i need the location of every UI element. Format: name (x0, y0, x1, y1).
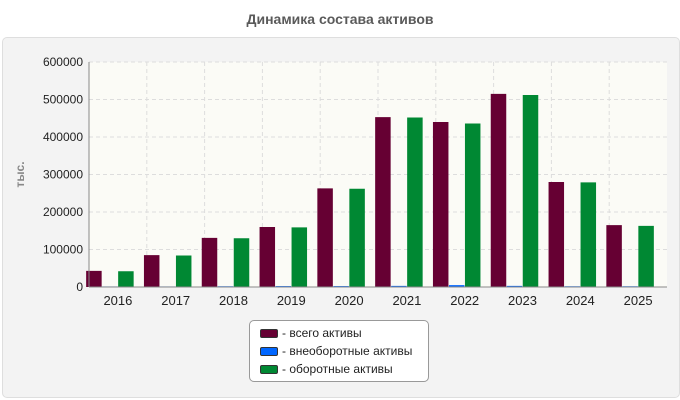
legend-label-noncurrent: - внеоборотные активы (282, 344, 413, 358)
y-tick-label: 600000 (43, 55, 83, 69)
bar-total (432, 122, 449, 287)
legend-label-total: - всего активы (282, 326, 362, 340)
bar-current (638, 225, 654, 287)
chart-legend: - всего активы - внеоборотные активы - о… (249, 320, 429, 382)
y-tick-label: 100000 (43, 243, 83, 257)
legend-swatch-current (260, 364, 278, 374)
chart-title: Динамика состава активов (246, 11, 434, 27)
x-tick-label: 2025 (624, 293, 653, 308)
x-tick-label: 2016 (103, 293, 132, 308)
y-tick-label: 200000 (43, 205, 83, 219)
x-tick-label: 2023 (508, 293, 537, 308)
bar-total (259, 227, 276, 287)
x-tick-label: 2021 (392, 293, 421, 308)
bar-current (407, 117, 423, 287)
y-tick-label: 500000 (43, 93, 83, 107)
bar-total (201, 237, 218, 287)
legend-item-current: - оборотные активы (260, 360, 393, 378)
bar-current (118, 271, 134, 287)
bar-current (580, 182, 597, 287)
bar-total (375, 117, 391, 287)
bar-noncurrent (391, 285, 407, 287)
bar-current (349, 188, 365, 287)
legend-swatch-noncurrent (260, 346, 278, 356)
legend-label-current: - оборотные активы (282, 362, 393, 376)
bar-current (291, 227, 308, 287)
bar-noncurrent (506, 285, 523, 287)
bar-current (233, 238, 250, 287)
bar-total (490, 93, 507, 287)
bar-current (175, 255, 192, 287)
legend-item-total: - всего активы (260, 324, 362, 342)
bar-total (86, 270, 102, 287)
bar-current (464, 123, 481, 287)
bar-total (143, 255, 160, 287)
x-tick-label: 2017 (161, 293, 190, 308)
x-tick-label: 2019 (277, 293, 306, 308)
bar-total (548, 182, 565, 287)
x-tick-label: 2024 (566, 293, 595, 308)
bar-total (606, 225, 622, 287)
legend-swatch-total (260, 328, 278, 338)
legend-item-noncurrent: - внеоборотные активы (260, 342, 412, 360)
y-tick-label: 0 (76, 280, 83, 294)
bar-current (522, 95, 539, 287)
bar-noncurrent (448, 285, 465, 287)
y-tick-label: 400000 (43, 130, 83, 144)
bar-total (317, 188, 333, 287)
x-tick-label: 2018 (219, 293, 248, 308)
chart-svg: 0 100000 200000 300000 400000 500000 600000 201… (13, 55, 667, 308)
y-axis-title: тыс. (13, 161, 27, 187)
x-tick-label: 2020 (335, 293, 364, 308)
y-tick-label: 300000 (43, 168, 83, 182)
x-tick-label: 2022 (450, 293, 479, 308)
